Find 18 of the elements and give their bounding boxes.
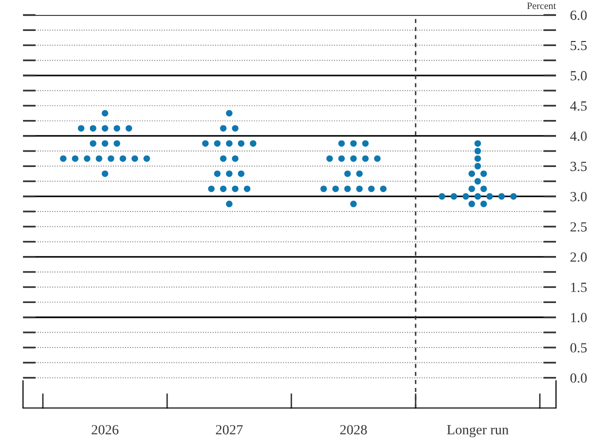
y-tick-label: 2.0: [570, 252, 587, 262]
x-tick-label: 2026: [92, 425, 118, 434]
y-tick-label: 1.5: [571, 282, 587, 292]
y-tick-label: 0.0: [570, 373, 587, 383]
x-tick-label: 2027: [216, 425, 243, 434]
y-tick-label: 4.5: [570, 101, 587, 111]
y-tick-label: 2.5: [570, 222, 587, 232]
y-tick-label: 5.0: [570, 71, 587, 80]
y-tick-label: 3.0: [570, 192, 587, 202]
y-tick-label: 1.0: [571, 312, 587, 322]
y-tick-label: 4.0: [570, 132, 587, 141]
x-tick-label: Longer run: [447, 425, 509, 438]
y-tick-label: 6.0: [570, 10, 587, 20]
y-tick-label: 5.5: [570, 40, 587, 50]
y-tick-label: 0.5: [570, 343, 587, 353]
y-tick-label: 3.5: [570, 162, 587, 172]
y-axis-title: Percent: [527, 2, 556, 10]
x-tick-label: 2028: [340, 425, 367, 434]
